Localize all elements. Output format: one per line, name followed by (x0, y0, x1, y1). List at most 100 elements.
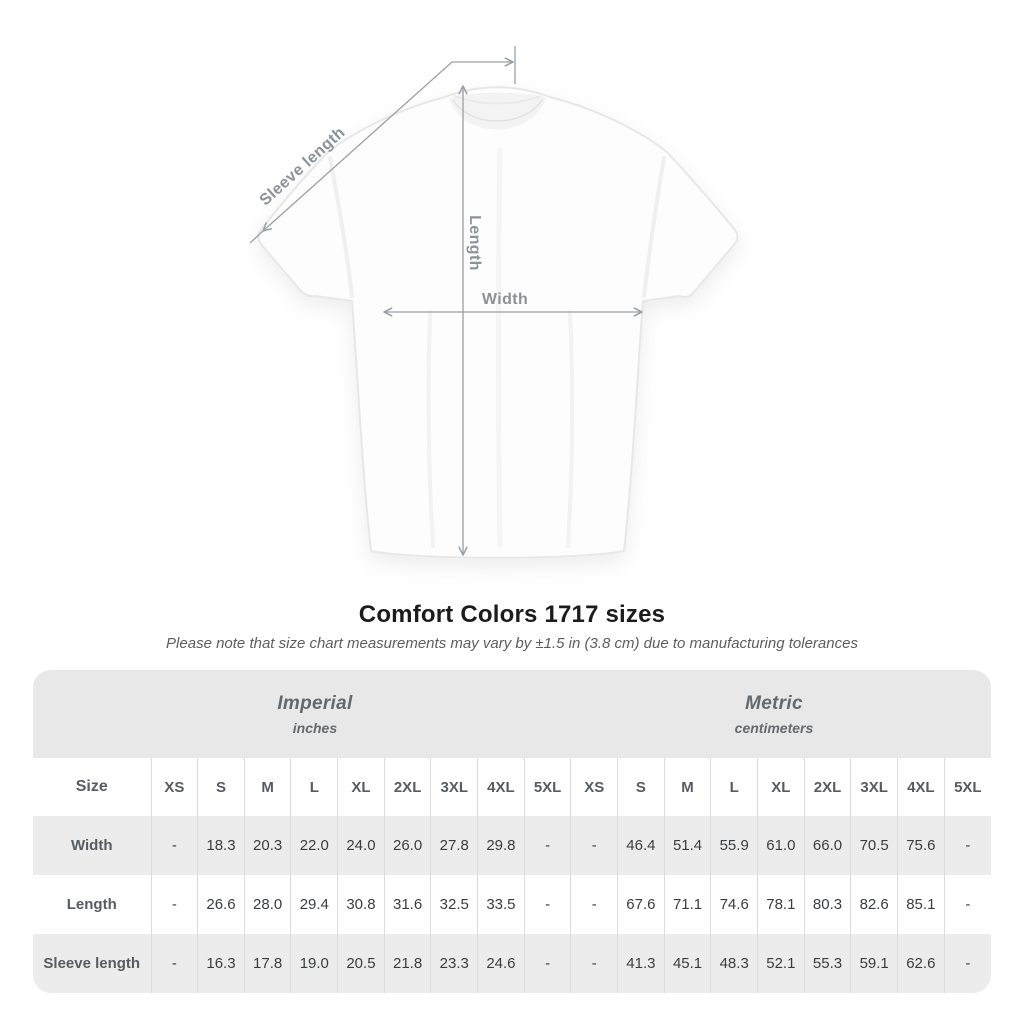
unit-group-imperial: Imperial inches (33, 670, 571, 758)
value-cell: - (523, 934, 571, 993)
body-fold-center (496, 147, 503, 548)
value-cell: 74.6 (710, 875, 758, 934)
value-cell: 71.1 (663, 875, 711, 934)
value-cell: 29.8 (477, 816, 525, 875)
size-column-header: Size (33, 758, 151, 816)
size-header-cell: S (617, 758, 665, 816)
value-cell: - (570, 875, 618, 934)
value-cell: 75.6 (897, 816, 945, 875)
size-header-cell: 5XL (943, 758, 991, 816)
size-header-cell: M (663, 758, 711, 816)
metric-unit-label: centimeters (734, 719, 814, 736)
value-cell: 70.5 (850, 816, 898, 875)
value-cell: 24.6 (477, 934, 525, 993)
value-cell: 27.8 (430, 816, 478, 875)
metric-label: Metric (745, 692, 803, 714)
size-header-cell: L (290, 758, 338, 816)
size-header-row: Size XS S M L XL 2XL 3XL 4XL 5XL XS S M … (33, 758, 991, 816)
tshirt-diagram (249, 46, 739, 559)
size-header-cell: 4XL (477, 758, 525, 816)
row-label: Width (70, 837, 113, 854)
sleeve-length-arrow (262, 57, 514, 232)
value-cell: 67.6 (617, 875, 665, 934)
value-cell: 51.4 (663, 816, 711, 875)
value-cell: - (570, 934, 618, 993)
table-row-length: Length - 26.6 28.0 29.4 30.8 31.6 32.5 3… (33, 875, 991, 934)
value-cell: 41.3 (617, 934, 665, 993)
value-cell: 80.3 (803, 875, 851, 934)
value-cell: 20.5 (337, 934, 385, 993)
imperial-unit-label: inches (292, 719, 338, 736)
size-header-cell: XS (570, 758, 618, 816)
value-cell: 23.3 (430, 934, 478, 993)
value-cell: 17.8 (243, 934, 291, 993)
value-cell: 22.0 (290, 816, 338, 875)
size-header-cell: XL (757, 758, 805, 816)
value-cell: 48.3 (710, 934, 758, 993)
value-cell: 59.1 (850, 934, 898, 993)
value-cell: - (523, 875, 571, 934)
value-cell: 28.0 (243, 875, 291, 934)
value-cell: 85.1 (897, 875, 945, 934)
value-cell: 20.3 (243, 816, 291, 875)
value-cell: 55.9 (710, 816, 758, 875)
value-cell: - (943, 934, 991, 993)
value-cell: - (150, 934, 198, 993)
value-cell: 31.6 (383, 875, 431, 934)
value-cell: 62.6 (897, 934, 945, 993)
unit-band-row: Imperial inches Metric centimeters (33, 670, 991, 758)
value-cell: 45.1 (663, 934, 711, 993)
value-cell: 52.1 (757, 934, 805, 993)
row-label: Sleeve length (43, 955, 141, 972)
value-cell: 24.0 (337, 816, 385, 875)
imperial-label: Imperial (277, 692, 353, 714)
width-label: Width (481, 291, 529, 308)
size-header-cell: XL (337, 758, 385, 816)
size-header-cell: XS (150, 758, 198, 816)
tshirt-graphic (257, 86, 739, 559)
value-cell: 55.3 (803, 934, 851, 993)
value-cell: 29.4 (290, 875, 338, 934)
value-cell: 19.0 (290, 934, 338, 993)
value-cell: - (150, 875, 198, 934)
size-header-cell: 3XL (430, 758, 478, 816)
value-cell: - (150, 816, 198, 875)
table-row-width: Width - 18.3 20.3 22.0 24.0 26.0 27.8 29… (33, 816, 991, 875)
size-header-cell: S (197, 758, 245, 816)
table-row-sleeve-length: Sleeve length - 16.3 17.8 19.0 20.5 21.8… (33, 934, 991, 993)
size-header-cell: 2XL (803, 758, 851, 816)
size-header-cell: L (710, 758, 758, 816)
body-fold-right (566, 310, 575, 548)
right-sleeve-seam (642, 156, 666, 298)
value-cell: 26.6 (197, 875, 245, 934)
size-header-cell: 2XL (383, 758, 431, 816)
value-cell: 82.6 (850, 875, 898, 934)
unit-group-metric: Metric centimeters (570, 670, 991, 758)
value-cell: 33.5 (477, 875, 525, 934)
size-chart-container: Imperial inches Metric centimeters Size … (33, 670, 991, 993)
measurement-annotations (249, 46, 643, 556)
value-cell: 61.0 (757, 816, 805, 875)
sleeve-length-tail (249, 230, 264, 244)
size-chart-table: Imperial inches Metric centimeters Size … (33, 670, 991, 993)
value-cell: - (570, 816, 618, 875)
size-header-cell: M (243, 758, 291, 816)
value-cell: - (943, 875, 991, 934)
tolerance-note: Please note that size chart measurements… (166, 635, 858, 652)
value-cell: 78.1 (757, 875, 805, 934)
value-cell: 16.3 (197, 934, 245, 993)
value-cell: 18.3 (197, 816, 245, 875)
size-header-cell: 5XL (523, 758, 571, 816)
length-label: Length (466, 215, 483, 271)
value-cell: 26.0 (383, 816, 431, 875)
size-header-cell: 3XL (850, 758, 898, 816)
value-cell: - (943, 816, 991, 875)
value-cell: 46.4 (617, 816, 665, 875)
row-label: Length (66, 896, 117, 913)
value-cell: 66.0 (803, 816, 851, 875)
page-title: Comfort Colors 1717 sizes (358, 601, 666, 628)
value-cell: 32.5 (430, 875, 478, 934)
body-fold-left (426, 310, 435, 548)
size-header-cell: 4XL (897, 758, 945, 816)
